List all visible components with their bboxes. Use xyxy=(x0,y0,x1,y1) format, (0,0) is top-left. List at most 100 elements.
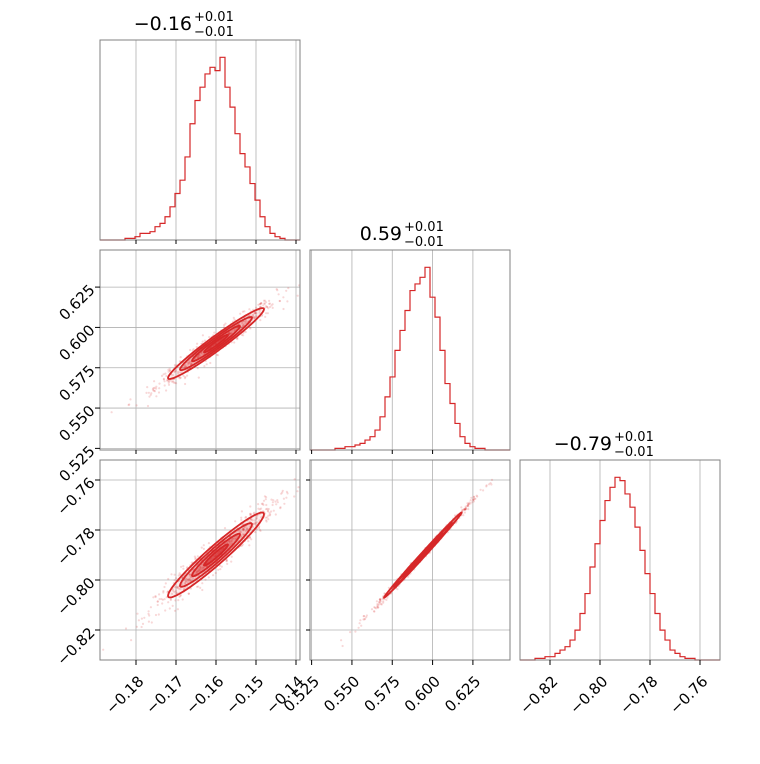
sample-point xyxy=(464,505,467,508)
sample-point xyxy=(382,601,385,604)
sample-point xyxy=(169,369,172,372)
panel-frame xyxy=(309,249,511,451)
sample-point xyxy=(488,483,491,486)
sample-point xyxy=(174,586,177,589)
sample-point xyxy=(173,370,176,373)
sample-point xyxy=(240,516,243,519)
sample-point xyxy=(187,592,190,595)
sample-point xyxy=(219,568,222,571)
sample-point xyxy=(220,565,223,568)
sample-point xyxy=(264,301,268,304)
sample-point xyxy=(383,592,386,595)
sample-point xyxy=(475,494,478,497)
sample-point xyxy=(490,483,493,486)
sample-point xyxy=(247,540,250,543)
sample-point xyxy=(470,496,473,499)
sample-point xyxy=(252,512,255,515)
sample-point xyxy=(253,311,257,315)
sample-point xyxy=(242,528,245,531)
sample-point xyxy=(188,577,191,581)
sample-point xyxy=(152,389,155,392)
sample-point xyxy=(278,299,281,303)
sample-point xyxy=(466,504,469,507)
sample-point xyxy=(249,327,252,330)
sample-point xyxy=(165,374,168,378)
sample-point xyxy=(244,516,247,519)
param-title-plus-1: +0.01 xyxy=(194,10,234,25)
scatter-background xyxy=(310,460,510,660)
sample-point xyxy=(275,503,278,506)
sample-point xyxy=(296,294,299,297)
sample-point xyxy=(249,512,252,515)
param-title-minus-2: −0.01 xyxy=(404,235,444,250)
sample-point xyxy=(240,530,243,534)
sample-point xyxy=(242,527,245,530)
sample-point xyxy=(461,509,464,513)
panel-frame xyxy=(99,249,301,451)
sample-point xyxy=(387,586,390,589)
scatter-points xyxy=(110,284,300,414)
sample-point xyxy=(258,508,261,511)
sample-point xyxy=(259,302,262,306)
sample-point xyxy=(259,319,262,322)
sample-point xyxy=(379,600,382,603)
x-tick-label: −0.15 xyxy=(222,672,267,717)
sample-point xyxy=(158,593,161,596)
sample-point xyxy=(177,372,180,375)
sample-point xyxy=(466,504,469,508)
sample-point xyxy=(147,620,150,623)
sample-point xyxy=(359,619,362,622)
sample-point xyxy=(176,585,179,589)
sample-point xyxy=(146,386,149,389)
x-tick-label: −0.78 xyxy=(616,672,661,717)
sample-point xyxy=(233,537,236,540)
sample-point xyxy=(468,501,471,504)
y-tick-label: −0.78 xyxy=(53,524,98,569)
sample-point xyxy=(190,362,193,365)
sample-point xyxy=(469,499,472,502)
sample-point xyxy=(149,393,152,396)
sample-point xyxy=(255,312,258,315)
sample-point xyxy=(200,352,203,355)
sample-point xyxy=(255,528,258,531)
sample-point xyxy=(209,361,212,365)
sample-point xyxy=(386,596,389,599)
sample-point xyxy=(271,503,274,507)
sample-point xyxy=(187,361,190,364)
sample-point xyxy=(354,630,357,633)
sample-point xyxy=(216,354,220,357)
sample-point xyxy=(276,499,279,502)
sample-point xyxy=(233,318,236,321)
sample-point xyxy=(268,302,271,305)
sample-point xyxy=(202,566,205,570)
sample-point xyxy=(157,613,160,616)
sample-point xyxy=(485,485,488,488)
sample-point xyxy=(489,482,492,485)
sample-point xyxy=(363,615,366,618)
sample-point xyxy=(244,320,247,323)
sample-point xyxy=(380,603,383,606)
sample-point xyxy=(280,492,283,495)
sample-point xyxy=(201,588,204,592)
sample-point xyxy=(227,332,230,335)
x-tick-label: −0.18 xyxy=(102,672,147,717)
sample-point xyxy=(376,606,379,609)
sample-point xyxy=(257,503,260,506)
sample-point xyxy=(262,304,265,307)
sample-point xyxy=(268,299,271,302)
sample-point xyxy=(162,377,165,380)
sample-point xyxy=(464,507,467,510)
sample-point xyxy=(258,311,261,314)
sample-point xyxy=(102,648,105,651)
sample-point xyxy=(225,559,228,562)
sample-point xyxy=(197,569,200,572)
sample-point xyxy=(271,501,274,504)
histogram-background xyxy=(100,40,300,240)
sample-point xyxy=(490,478,494,481)
sample-point xyxy=(196,342,199,345)
sample-point xyxy=(187,578,190,582)
sample-point xyxy=(197,568,200,571)
sample-point xyxy=(184,375,187,379)
contour-level-1 xyxy=(203,333,229,354)
sample-point xyxy=(256,514,259,518)
